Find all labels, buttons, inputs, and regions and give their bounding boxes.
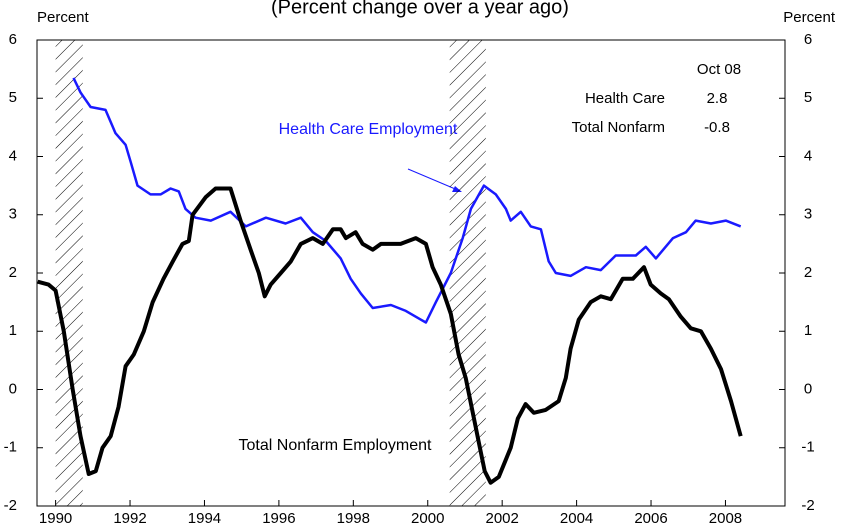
y2-tick-label: 0 bbox=[804, 380, 812, 397]
y2-tick-label: -1 bbox=[801, 439, 814, 456]
series-line bbox=[72, 77, 742, 324]
y2-tick-label: -2 bbox=[801, 497, 814, 514]
y2-tick-label: 2 bbox=[804, 264, 812, 281]
x-tick-label: 2004 bbox=[560, 510, 593, 527]
inset-label: Total Nonfarm bbox=[572, 119, 665, 136]
y-tick-label: -1 bbox=[4, 439, 17, 456]
inset-value: 2.8 bbox=[707, 90, 728, 107]
y-tick-label: 0 bbox=[9, 380, 17, 397]
x-tick-label: 1998 bbox=[337, 510, 370, 527]
y2-tick-label: 6 bbox=[804, 31, 812, 48]
y2-tick-label: 1 bbox=[804, 322, 812, 339]
y-tick-label: 4 bbox=[9, 147, 17, 164]
series-label: Total Nonfarm Employment bbox=[239, 437, 433, 454]
x-tick-label: 1992 bbox=[113, 510, 146, 527]
series-line bbox=[37, 186, 743, 485]
y2-axis-label: Percent bbox=[783, 9, 836, 26]
plot-frame bbox=[36, 39, 786, 507]
inset-label: Health Care bbox=[585, 90, 665, 107]
y2-tick-label: 4 bbox=[804, 147, 812, 164]
x-tick-label: 2008 bbox=[709, 510, 742, 527]
y-axis-label: Percent bbox=[37, 9, 90, 26]
x-tick-label: 2002 bbox=[485, 510, 518, 527]
y2-tick-label: 3 bbox=[804, 206, 812, 223]
x-tick-label: 2006 bbox=[634, 510, 667, 527]
chart-subtitle: (Percent change over a year ago) bbox=[271, 0, 569, 18]
inset-value: -0.8 bbox=[704, 119, 730, 136]
y-tick-label: -2 bbox=[4, 497, 17, 514]
x-tick-label: 1994 bbox=[188, 510, 221, 527]
y-tick-label: 2 bbox=[9, 264, 17, 281]
y-tick-label: 6 bbox=[9, 31, 17, 48]
x-tick-label: 1996 bbox=[262, 510, 295, 527]
recession-band bbox=[449, 40, 486, 506]
x-tick-label: 1990 bbox=[39, 510, 72, 527]
y-tick-label: 5 bbox=[9, 89, 17, 106]
y2-tick-label: 5 bbox=[804, 89, 812, 106]
series-label: Health Care Employment bbox=[279, 121, 458, 138]
inset-header: Oct 08 bbox=[697, 61, 741, 78]
x-tick-label: 2000 bbox=[411, 510, 444, 527]
y-tick-label: 3 bbox=[9, 206, 17, 223]
y-tick-label: 1 bbox=[9, 322, 17, 339]
